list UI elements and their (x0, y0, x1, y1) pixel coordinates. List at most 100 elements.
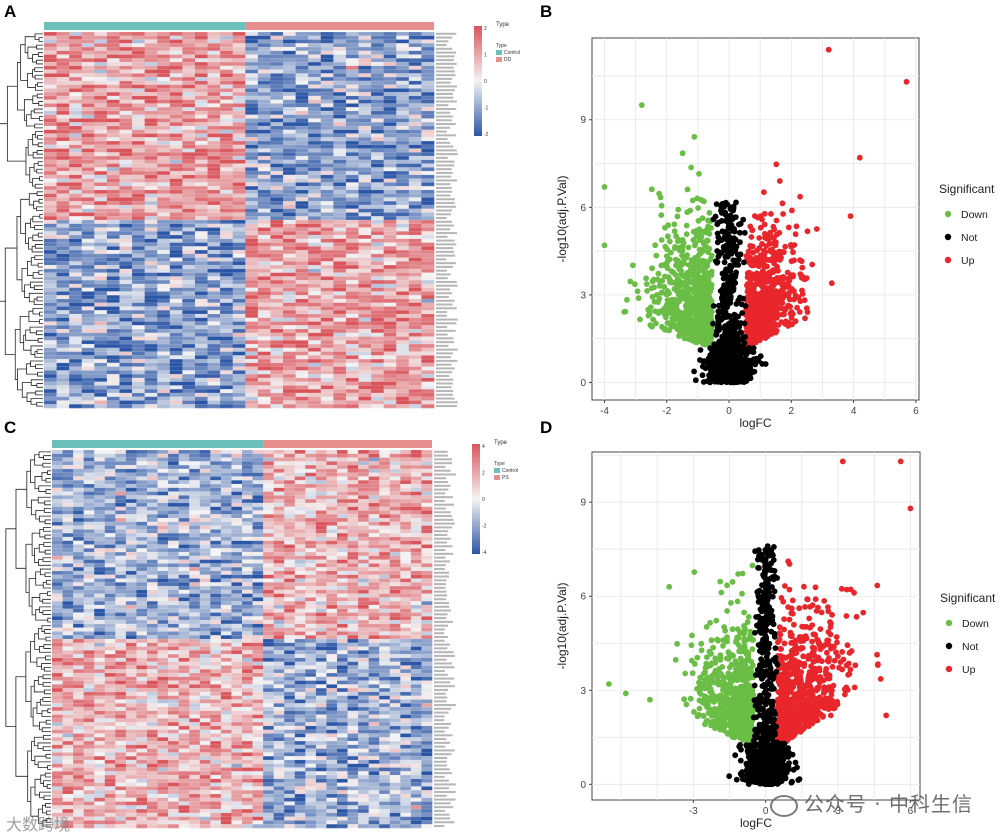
heatmap-cell (333, 107, 347, 112)
heatmap-cell (220, 58, 234, 63)
heatmap-cell (157, 193, 171, 198)
heatmap-cell (421, 268, 435, 273)
dendrogram-branch (32, 307, 40, 315)
point-down (687, 305, 694, 312)
heatmap-cell (320, 340, 334, 345)
heatmap-cell (94, 257, 108, 262)
heatmap-cell (421, 400, 435, 405)
heatmap-cell (308, 268, 322, 273)
heatmap-cell (295, 77, 309, 82)
heatmap-cell (320, 238, 334, 243)
heatmap-cell (182, 152, 196, 157)
heatmap-cell (257, 193, 271, 198)
heatmap-cell (132, 65, 145, 70)
heatmap-cell (345, 212, 359, 217)
heatmap-cell (408, 62, 422, 67)
point-up (785, 224, 792, 231)
gene-label (436, 254, 456, 257)
heatmap-cell (44, 69, 57, 74)
heatmap-cell (220, 235, 234, 240)
gene-label (436, 273, 451, 276)
heatmap-cell (245, 103, 259, 108)
heatmap-cell (257, 332, 271, 337)
heatmap-cell (358, 314, 372, 319)
heatmap-cell (333, 359, 347, 364)
heatmap-cell (182, 171, 196, 176)
heatmap-cell (182, 103, 196, 108)
point-down (680, 327, 686, 333)
heatmap-cell (106, 377, 120, 382)
heatmap-cell (44, 80, 57, 85)
heatmap-cell (408, 186, 422, 191)
heatmap-cell (333, 396, 347, 401)
heatmap-cell (56, 220, 70, 225)
point-not (733, 199, 739, 206)
heatmap-cell (132, 152, 145, 157)
heatmap-cell (421, 396, 435, 401)
heatmap-cell (421, 103, 435, 108)
heatmap-cell (320, 377, 334, 382)
heatmap-cell (333, 242, 347, 247)
heatmap-cell (295, 223, 309, 228)
heatmap-cell (232, 92, 246, 97)
heatmap-cell (333, 133, 347, 138)
heatmap-cell (119, 340, 133, 345)
point-up (799, 264, 806, 271)
heatmap-cell (396, 84, 410, 89)
heatmap-cell (383, 126, 397, 131)
heatmap-cell (371, 261, 384, 266)
heatmap-cell (207, 306, 221, 311)
heatmap-cell (232, 332, 246, 337)
heatmap-cell (320, 95, 334, 100)
heatmap-cell (132, 220, 145, 225)
heatmap-cell (345, 144, 359, 149)
heatmap-cell (333, 332, 347, 337)
gene-label (436, 348, 458, 351)
heatmap-cell (232, 261, 246, 266)
heatmap-cell (144, 302, 158, 307)
heatmap-cell (94, 253, 108, 258)
gene-label (436, 183, 451, 186)
heatmap-cell (283, 400, 296, 405)
heatmap-cell (232, 381, 246, 386)
heatmap-cell (81, 144, 95, 149)
dendrogram-branch (28, 237, 33, 250)
point-down (671, 228, 678, 235)
heatmap-cell (283, 310, 296, 315)
heatmap-cell (308, 118, 322, 123)
heatmap-cell (245, 268, 259, 273)
heatmap-cell (333, 370, 347, 375)
heatmap-cell (345, 302, 359, 307)
heatmap-cell (308, 163, 322, 168)
heatmap-cell (371, 156, 384, 161)
heatmap-cell (358, 65, 372, 70)
heatmap-cell (106, 257, 120, 262)
heatmap-cell (106, 159, 120, 164)
panel-letter-a: A (4, 2, 17, 21)
heatmap-cell (144, 396, 158, 401)
heatmap-cell (56, 95, 70, 100)
heatmap-cell (169, 287, 183, 292)
heatmap-cell (220, 329, 234, 334)
heatmap-cell (44, 291, 57, 296)
heatmap-cell (345, 283, 359, 288)
heatmap-cell (220, 370, 234, 375)
heatmap-cell (56, 216, 70, 221)
heatmap-cell (371, 167, 384, 172)
heatmap-cell (144, 227, 158, 232)
point-up (792, 231, 799, 238)
heatmap-cell (144, 377, 158, 382)
heatmap-cell (270, 347, 284, 352)
heatmap-cell (245, 235, 259, 240)
heatmap-cell (358, 107, 372, 112)
heatmap-cell (144, 35, 158, 40)
heatmap-cell (232, 366, 246, 371)
point-down (695, 217, 702, 224)
point-up (755, 308, 761, 315)
heatmap-cell (207, 325, 221, 330)
heatmap-cell (232, 344, 246, 349)
heatmap-cell (245, 167, 259, 172)
heatmap-cell (182, 238, 196, 243)
heatmap-cell (245, 197, 259, 202)
point-not (692, 377, 699, 384)
